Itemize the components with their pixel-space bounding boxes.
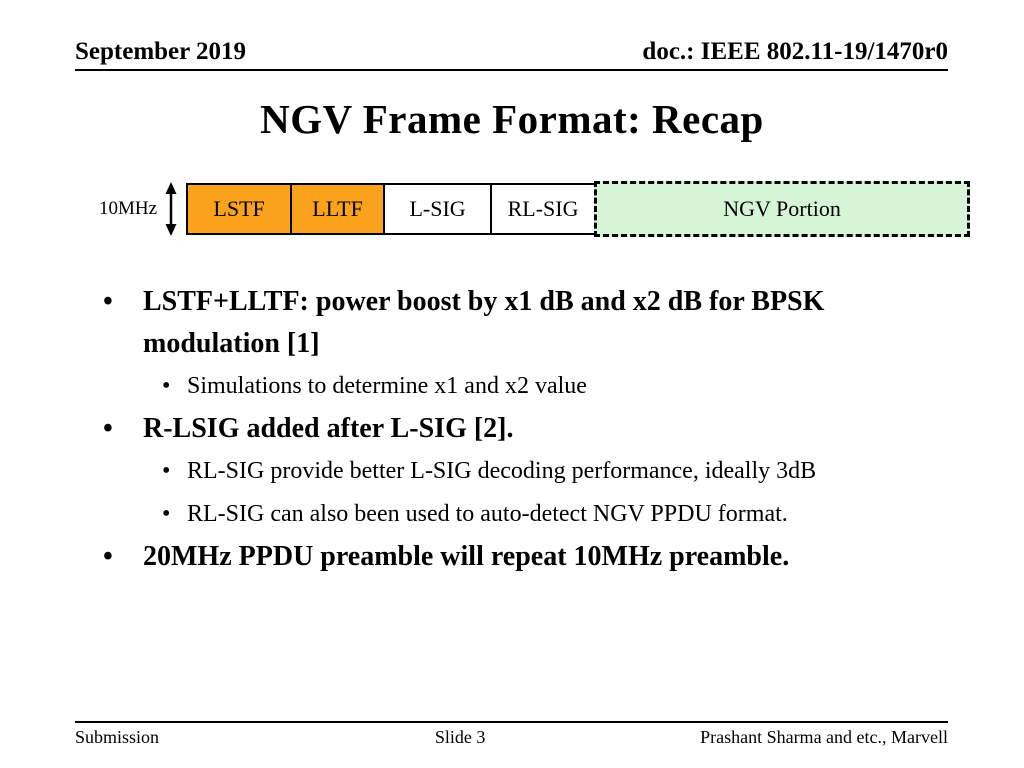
bullet-item: • 20MHz PPDU preamble will repeat 10MHz p… (103, 536, 918, 578)
frame-block-label: LLTF (312, 196, 363, 221)
header-date: September 2019 (75, 38, 247, 65)
frame-block-lltf: LLTF (290, 183, 386, 235)
bullet-item: • Simulations to determine x1 and x2 valu… (162, 365, 918, 408)
bandwidth-label: 10MHz (99, 198, 158, 219)
frame-block-label: NGV Portion (723, 196, 841, 221)
frame-block-rl-sig: RL-SIG (490, 183, 597, 235)
bullet-text: 20MHz PPDU preamble will repeat 10MHz pr… (143, 541, 790, 572)
bullet-glyph: • (162, 458, 171, 484)
frame-blocks: LSTF LLTF L-SIG RL-SIG NGV Portion (186, 181, 971, 237)
page-title: NGV Frame Format: Recap (260, 96, 764, 142)
bullet-glyph: • (103, 541, 113, 572)
frame-block-label: L-SIG (409, 196, 466, 221)
footer-authors: Prashant Sharma and etc., Marvell (700, 727, 948, 747)
frame-format-diagram: 10MHz LSTF LLTF L-SIG RL-SIG NGV Portion (99, 181, 971, 237)
bullet-list: • LSTF+LLTF: power boost by x1 dB and x2 … (103, 281, 918, 578)
frame-block-label: RL-SIG (507, 196, 579, 221)
bullet-item: • R-LSIG added after L-SIG [2]. (103, 408, 918, 450)
bullet-text: RL-SIG provide better L-SIG decoding per… (187, 458, 817, 484)
bullet-item: • RL-SIG provide better L-SIG decoding pe… (162, 450, 918, 493)
header-doc-number: doc.: IEEE 802.11-19/1470r0 (642, 38, 948, 65)
footer-submission: Submission (75, 727, 160, 747)
frame-block-ngv-portion: NGV Portion (594, 181, 971, 237)
bullet-text: LSTF+LLTF: power boost by x1 dB and x2 d… (143, 286, 825, 359)
bullet-text: RL-SIG can also been used to auto-detect… (187, 501, 788, 527)
bullet-text: R-LSIG added after L-SIG [2]. (143, 413, 514, 444)
double-arrow-icon (165, 182, 177, 236)
bullet-glyph: • (162, 501, 171, 527)
slide-footer: Submission Slide 3 Prashant Sharma and e… (75, 721, 948, 748)
footer-slide-number: Slide 3 (434, 727, 486, 747)
slide-header: September 2019 doc.: IEEE 802.11-19/1470… (75, 38, 948, 71)
frame-block-l-sig: L-SIG (383, 183, 493, 235)
bullet-item: • LSTF+LLTF: power boost by x1 dB and x2 … (103, 281, 918, 365)
bullet-glyph: • (162, 373, 171, 399)
bullet-item: • RL-SIG can also been used to auto-detec… (162, 493, 918, 536)
frame-block-label: LSTF (213, 196, 265, 221)
bullet-text: Simulations to determine x1 and x2 value (187, 373, 587, 399)
frame-block-lstf: LSTF (186, 183, 293, 235)
bullet-glyph: • (103, 413, 113, 444)
bullet-glyph: • (103, 286, 113, 317)
